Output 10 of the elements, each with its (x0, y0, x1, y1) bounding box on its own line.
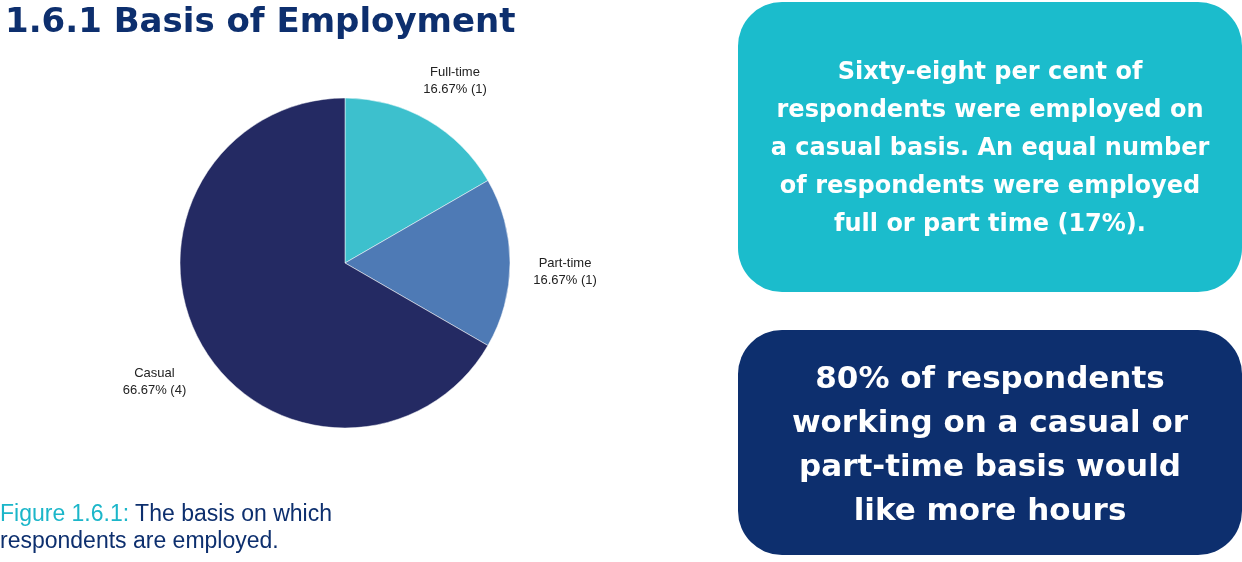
text: 80% of respondents working on a casual or part-time basis would like more hours (738, 330, 1242, 555)
slice-label: Part-time (538, 255, 592, 271)
data-label: 16.67% (1) (533, 272, 597, 288)
caption: Figure 1.6.1: The basis on which respondents are employed. (0, 500, 333, 554)
text: Sixty-eight per cent of respondents were employed on a casual basis. An equal number of respondents were employed full or part time (17%). (738, 2, 1242, 292)
slice-label: Full-time (430, 64, 480, 80)
data-label: 66.67% (4) (122, 381, 187, 397)
slice-label: Casual (134, 364, 175, 380)
data-label: 16.67% (1) (423, 81, 487, 97)
chart-title: 1.6.1 Basis of Employment (5, 0, 516, 40)
